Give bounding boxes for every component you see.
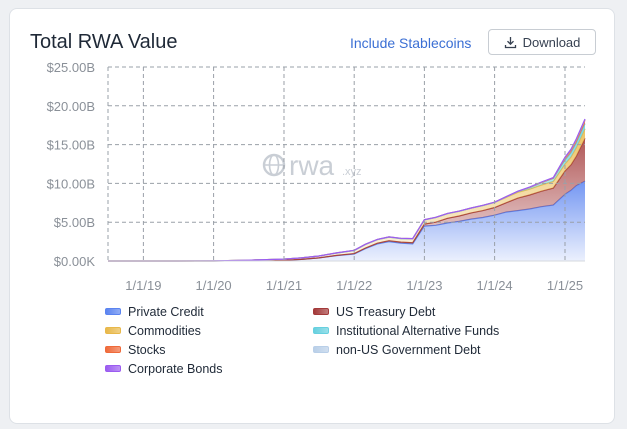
download-label: Download	[522, 34, 581, 50]
legend-item-stocks[interactable]: Stocks	[105, 342, 313, 357]
legend-item-private-credit[interactable]: Private Credit	[105, 304, 313, 319]
legend-swatch	[105, 308, 121, 315]
legend-label: Stocks	[128, 342, 166, 357]
legend-swatch	[105, 327, 121, 334]
legend-item-commodities[interactable]: Commodities	[105, 323, 313, 338]
x-tick-label: 1/1/23	[406, 278, 442, 293]
x-tick-label: 1/1/19	[125, 278, 161, 293]
y-tick-label: $0.00K	[54, 254, 96, 269]
legend-label: Institutional Alternative Funds	[336, 323, 500, 338]
watermark-text: rwa	[289, 150, 335, 181]
legend-swatch	[313, 327, 329, 334]
download-button[interactable]: Download	[488, 29, 596, 55]
download-icon	[504, 36, 517, 49]
x-tick-label: 1/1/22	[336, 278, 372, 293]
x-tick-label: 1/1/20	[196, 278, 232, 293]
legend-label: Private Credit	[128, 304, 204, 319]
legend-swatch	[313, 346, 329, 353]
watermark-suffix: .xyz	[342, 166, 362, 178]
legend-item-non-us-government-debt[interactable]: non-US Government Debt	[313, 342, 573, 357]
y-tick-label: $20.00B	[47, 99, 95, 114]
legend-swatch	[105, 346, 121, 353]
legend-swatch	[105, 365, 121, 372]
watermark: rwa .xyz	[262, 150, 362, 181]
legend-label: Corporate Bonds	[128, 361, 223, 376]
x-tick-label: 1/1/24	[477, 278, 513, 293]
chart-legend: Private Credit US Treasury Debt Commoditie…	[105, 304, 585, 376]
chart-title: Total RWA Value	[30, 31, 178, 53]
y-tick-label: $10.00B	[47, 176, 95, 191]
x-tick-label: 1/1/25	[547, 278, 583, 293]
legend-swatch	[313, 308, 329, 315]
legend-label: US Treasury Debt	[336, 304, 436, 319]
legend-label: Commodities	[128, 323, 201, 338]
legend-item-corporate-bonds[interactable]: Corporate Bonds	[105, 361, 313, 376]
legend-item-institutional-alternative-funds[interactable]: Institutional Alternative Funds	[313, 323, 573, 338]
series-area-private-credit	[108, 181, 585, 261]
y-tick-label: $15.00B	[47, 138, 95, 153]
y-tick-label: $5.00B	[54, 215, 95, 230]
x-tick-label: 1/1/21	[266, 278, 302, 293]
include-stablecoins-link[interactable]: Include Stablecoins	[350, 35, 472, 51]
y-tick-label: $25.00B	[47, 60, 95, 75]
legend-label: non-US Government Debt	[336, 342, 481, 357]
legend-item-us-treasury-debt[interactable]: US Treasury Debt	[313, 304, 573, 319]
